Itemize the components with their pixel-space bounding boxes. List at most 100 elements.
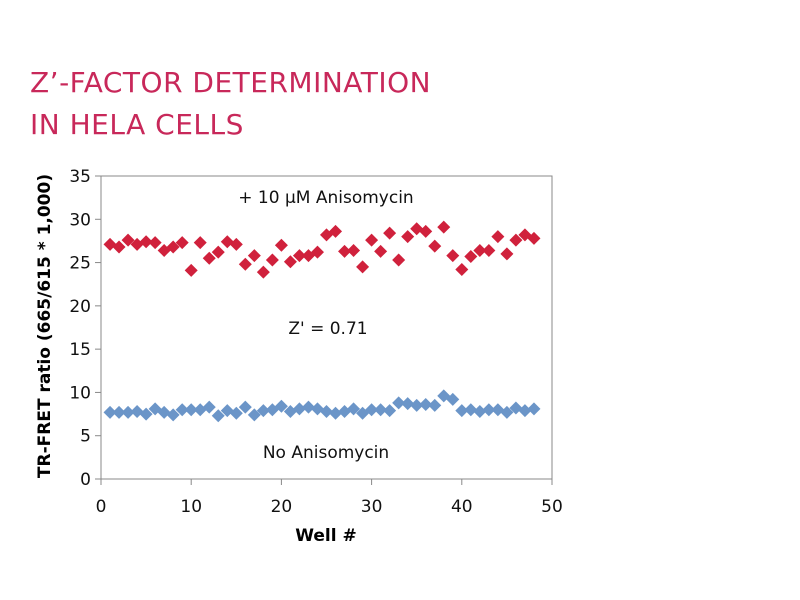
data-point-control xyxy=(247,408,261,422)
series-treated xyxy=(103,220,541,279)
y-axis: 0 5 10 15 20 25 30 35 xyxy=(69,167,101,490)
data-point-treated xyxy=(310,245,324,259)
y-tick-label: 15 xyxy=(69,340,91,360)
data-point-treated xyxy=(527,231,541,245)
data-point-treated xyxy=(419,224,433,238)
data-point-treated xyxy=(139,235,153,249)
data-point-treated xyxy=(401,230,415,244)
data-point-control xyxy=(347,402,361,416)
x-tick-label: 50 xyxy=(541,497,563,517)
data-point-treated xyxy=(338,244,352,258)
data-point-control xyxy=(374,403,388,417)
data-point-control xyxy=(464,403,478,417)
data-point-treated xyxy=(473,243,487,257)
annotation-treated: + 10 µM Anisomycin xyxy=(238,188,413,208)
annotation-control: No Anisomycin xyxy=(263,443,389,463)
data-point-control xyxy=(238,400,252,414)
data-point-control xyxy=(455,404,469,418)
data-point-treated xyxy=(283,255,297,269)
data-point-treated xyxy=(193,236,207,250)
data-point-treated xyxy=(374,244,388,258)
data-point-treated xyxy=(356,260,370,274)
data-point-treated xyxy=(256,265,270,279)
data-point-treated xyxy=(148,236,162,250)
data-point-control xyxy=(292,402,306,416)
data-point-control xyxy=(365,403,379,417)
data-point-control xyxy=(121,405,135,419)
data-point-control xyxy=(320,404,333,418)
data-point-treated xyxy=(392,253,406,267)
data-point-control xyxy=(500,405,514,419)
data-point-treated xyxy=(292,249,306,263)
data-point-control xyxy=(256,404,270,418)
data-point-treated xyxy=(347,243,361,257)
data-point-treated xyxy=(274,238,288,252)
data-point-treated xyxy=(238,257,252,271)
y-tick-label: 0 xyxy=(80,470,91,490)
data-point-control xyxy=(446,392,460,406)
series-control xyxy=(103,389,541,423)
data-point-treated xyxy=(184,263,198,277)
data-point-control xyxy=(112,405,126,419)
data-point-treated xyxy=(202,251,216,265)
data-point-treated xyxy=(175,236,189,250)
data-point-control xyxy=(211,409,225,423)
y-tick-label: 10 xyxy=(69,383,91,403)
chart-title-line-2: IN HELA CELLS xyxy=(30,108,244,141)
data-point-treated xyxy=(365,233,379,247)
data-point-treated xyxy=(482,243,496,257)
data-point-control xyxy=(229,406,243,420)
data-point-control xyxy=(301,400,315,414)
annotation-zprime: Z' = 0.71 xyxy=(288,319,367,339)
data-point-control xyxy=(410,398,424,412)
y-axis-label: TR-FRET ratio (665/615 * 1,000) xyxy=(35,174,55,478)
data-point-treated xyxy=(247,249,261,263)
data-point-control xyxy=(527,402,541,416)
x-tick-label: 40 xyxy=(451,497,473,517)
data-point-treated xyxy=(437,220,451,234)
y-tick-label: 30 xyxy=(69,210,91,230)
data-point-control xyxy=(383,404,397,418)
y-tick-label: 35 xyxy=(69,167,91,187)
data-point-treated xyxy=(112,240,126,254)
y-tick-label: 25 xyxy=(69,254,91,274)
data-point-treated xyxy=(211,245,225,259)
data-point-control xyxy=(482,403,496,417)
data-point-control xyxy=(175,403,189,417)
data-point-treated xyxy=(491,230,505,244)
data-point-control xyxy=(329,406,343,420)
data-point-control xyxy=(103,405,117,419)
data-point-treated xyxy=(509,233,523,247)
data-point-treated xyxy=(265,253,279,267)
data-point-control xyxy=(392,396,406,410)
data-point-control xyxy=(419,398,433,412)
data-point-control xyxy=(202,400,216,414)
data-point-treated xyxy=(383,226,397,240)
data-point-control xyxy=(184,403,198,417)
data-point-treated xyxy=(121,233,135,247)
data-point-control xyxy=(473,404,487,418)
data-point-treated xyxy=(500,247,514,261)
plot-frame xyxy=(100,175,553,480)
data-point-treated xyxy=(166,240,180,254)
chart-title: Z’-FACTOR DETERMINATION IN HELA CELLS xyxy=(30,62,431,146)
x-tick-label: 20 xyxy=(271,497,293,517)
y-tick-label: 20 xyxy=(69,297,91,317)
data-point-control xyxy=(139,407,153,421)
data-point-control xyxy=(166,408,180,422)
x-tick-label: 30 xyxy=(361,497,383,517)
data-point-treated xyxy=(329,224,343,238)
x-tick-label: 0 xyxy=(96,497,107,517)
data-point-control xyxy=(518,404,532,418)
y-tick-label: 5 xyxy=(80,427,91,447)
chart-title-line-1: Z’-FACTOR DETERMINATION xyxy=(30,66,432,99)
data-point-control xyxy=(401,397,415,411)
x-axis-label: Well # xyxy=(295,526,357,546)
data-point-control xyxy=(274,399,288,413)
data-point-treated xyxy=(446,249,460,263)
x-tick-label: 10 xyxy=(180,497,202,517)
data-point-treated xyxy=(455,262,469,276)
data-point-treated xyxy=(428,239,442,253)
data-point-control xyxy=(428,398,442,412)
